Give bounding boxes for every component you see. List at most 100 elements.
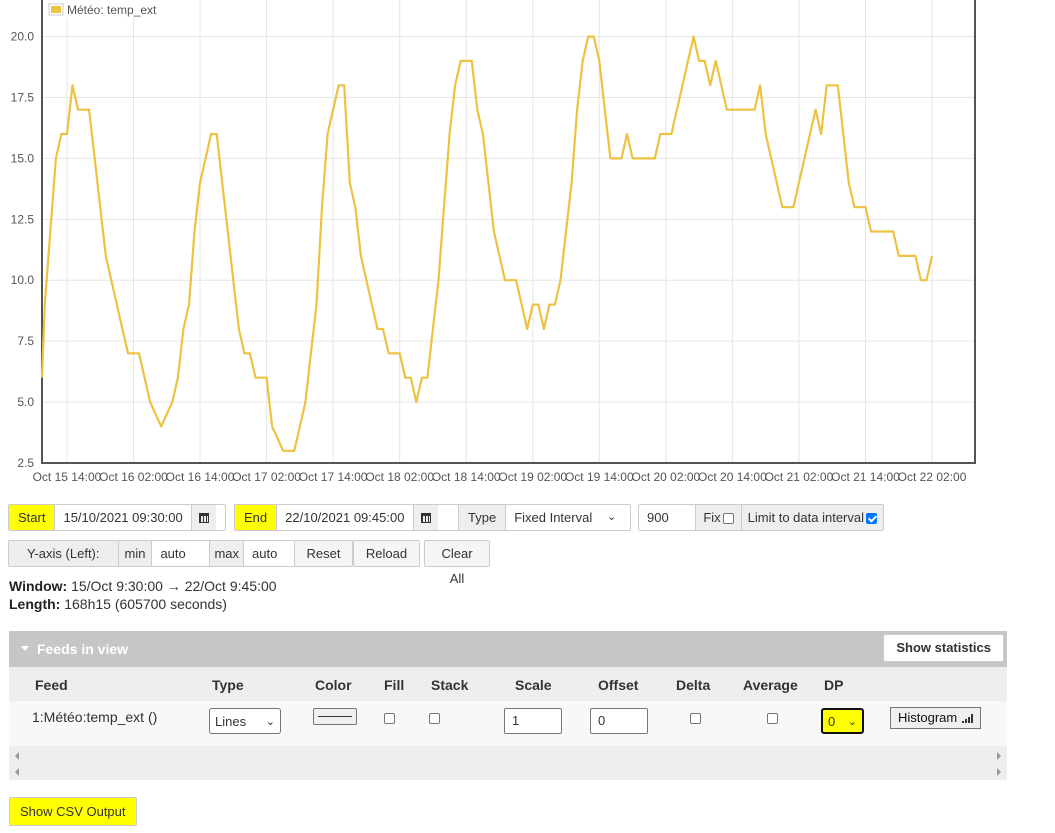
y-tick-label: 15.0 xyxy=(11,151,35,165)
delta-checkbox[interactable] xyxy=(690,713,701,724)
ymax-input[interactable]: auto xyxy=(244,541,294,566)
clear-all-button[interactable]: Clear All xyxy=(424,540,490,586)
reload-button[interactable]: Reload xyxy=(353,540,420,567)
interval-type-value: Fixed Interval xyxy=(514,510,593,525)
limit-label: Limit to data interval xyxy=(747,510,864,525)
yaxis-group: Y-axis (Left): min auto max auto xyxy=(8,540,295,567)
min-label: min xyxy=(118,541,153,566)
yaxis-label: Y-axis (Left): xyxy=(9,541,119,566)
feed-name: 1:Météo:temp_ext () xyxy=(32,709,158,725)
chart-legend: Météo: temp_ext xyxy=(46,0,164,18)
length-value: 168h15 (605700 seconds) xyxy=(64,596,227,612)
length-label: Length: xyxy=(9,596,61,612)
series-line-temp-ext xyxy=(40,35,934,452)
chevron-down-icon: ⌄ xyxy=(606,511,617,523)
y-tick-label: 20.0 xyxy=(11,30,35,44)
x-tick-label: Oct 21 02:00 xyxy=(765,470,834,484)
offset-input[interactable]: 0 xyxy=(590,708,648,734)
fix-checkbox[interactable] xyxy=(722,513,734,525)
x-tick-label: Oct 17 02:00 xyxy=(232,470,301,484)
plot-area xyxy=(42,0,975,463)
end-label: End xyxy=(235,505,278,530)
col-fill: Fill xyxy=(384,677,405,693)
feed-type-value: Lines xyxy=(215,713,247,729)
scroll-left-icon[interactable] xyxy=(15,752,19,760)
feed-row: 1:Météo:temp_ext () Lines ⌄ 1 0 0 ⌄ Hist… xyxy=(9,701,1007,746)
scroll-right-icon[interactable] xyxy=(997,752,1001,760)
start-input[interactable]: 15/10/2021 09:30:00 xyxy=(55,505,193,530)
dp-select[interactable]: 0 ⌄ xyxy=(821,708,864,734)
col-type: Type xyxy=(212,677,244,693)
col-dp: DP xyxy=(824,677,844,693)
feeds-title-text: Feeds in view xyxy=(37,641,129,657)
scroll-left-icon[interactable] xyxy=(15,768,19,776)
legend-label: Météo: temp_ext xyxy=(67,3,157,17)
type-group: Type Fixed Interval ⌄ xyxy=(458,504,631,531)
y-tick-label: 12.5 xyxy=(11,212,35,226)
legend-swatch xyxy=(51,6,61,13)
stack-checkbox[interactable] xyxy=(429,713,440,724)
x-tick-label: Oct 15 14:00 xyxy=(33,470,102,484)
show-statistics-button[interactable]: Show statistics xyxy=(883,634,1004,662)
col-average: Average xyxy=(743,677,798,693)
scale-input[interactable]: 1 xyxy=(504,708,562,734)
fill-checkbox[interactable] xyxy=(384,713,395,724)
col-delta: Delta xyxy=(676,677,711,693)
show-csv-output-button[interactable]: Show CSV Output xyxy=(9,797,137,826)
y-tick-label: 5.0 xyxy=(17,395,34,409)
max-label: max xyxy=(210,541,245,566)
interval-input[interactable]: 900 xyxy=(639,505,697,530)
x-tick-label: Oct 16 14:00 xyxy=(166,470,235,484)
histogram-button[interactable]: Histogram xyxy=(890,707,982,729)
x-tick-label: Oct 18 02:00 xyxy=(365,470,434,484)
bar-chart-icon xyxy=(962,713,974,723)
col-feed: Feed xyxy=(35,677,68,693)
x-tick-label: Oct 19 14:00 xyxy=(565,470,634,484)
chevron-down-icon: ⌄ xyxy=(847,715,857,728)
temperature-chart[interactable]: 20.0 17.5 15.0 12.5 10.0 7.5 5.0 2.5 Oct 15 14:… xyxy=(0,0,1055,492)
average-checkbox[interactable] xyxy=(767,713,778,724)
col-color: Color xyxy=(315,677,352,693)
limit-checkbox[interactable] xyxy=(866,513,877,525)
calendar-icon[interactable] xyxy=(192,505,217,530)
calendar-icon[interactable] xyxy=(414,505,439,530)
feed-type-select[interactable]: Lines ⌄ xyxy=(209,708,281,734)
feeds-panel: Feeds in view Show statistics Feed Type … xyxy=(9,631,1007,780)
end-group: End 22/10/2021 09:45:00 xyxy=(234,504,460,531)
y-tick-label: 17.5 xyxy=(11,90,35,104)
start-group: Start 15/10/2021 09:30:00 xyxy=(8,504,226,531)
ymin-input[interactable]: auto xyxy=(152,541,211,566)
type-label: Type xyxy=(459,505,507,530)
caret-down-icon xyxy=(21,645,29,651)
chevron-down-icon: ⌄ xyxy=(265,715,275,728)
start-label: Start xyxy=(9,505,56,530)
col-offset: Offset xyxy=(598,677,639,693)
histogram-label: Histogram xyxy=(898,710,958,725)
color-picker[interactable] xyxy=(313,708,357,725)
feeds-panel-header[interactable]: Feeds in view Show statistics xyxy=(9,631,1007,667)
time-controls: Start 15/10/2021 09:30:00 End 22/10/2021… xyxy=(8,504,1008,531)
fix-label: Fix xyxy=(703,510,721,525)
dp-value: 0 xyxy=(828,713,836,729)
x-tick-label: Oct 22 02:00 xyxy=(898,470,967,484)
col-stack: Stack xyxy=(431,677,469,693)
fix-option: Fix xyxy=(696,505,742,530)
window-value: 15/Oct 9:30:00 → 22/Oct 9:45:00 xyxy=(71,578,277,594)
x-tick-label: Oct 20 02:00 xyxy=(631,470,700,484)
limit-option: Limit to data interval xyxy=(741,505,883,530)
plot-border xyxy=(41,0,976,464)
window-label: Window: xyxy=(9,578,68,594)
reset-button[interactable]: Reset xyxy=(294,540,353,567)
x-tick-label: Oct 19 02:00 xyxy=(498,470,567,484)
x-tick-label: Oct 16 02:00 xyxy=(99,470,168,484)
y-tick-label: 2.5 xyxy=(17,456,34,470)
feeds-title[interactable]: Feeds in view xyxy=(21,641,128,657)
interval-group: 900 Fix Limit to data interval xyxy=(638,504,884,531)
x-tick-label: Oct 18 14:00 xyxy=(432,470,501,484)
y-tick-label: 10.0 xyxy=(11,273,35,287)
scroll-right-icon[interactable] xyxy=(997,768,1001,776)
interval-type-select[interactable]: Fixed Interval ⌄ xyxy=(506,505,625,530)
end-input[interactable]: 22/10/2021 09:45:00 xyxy=(277,505,415,530)
window-info: Window: 15/Oct 9:30:00 → 22/Oct 9:45:00 xyxy=(9,578,277,594)
x-tick-label: Oct 20 14:00 xyxy=(698,470,767,484)
